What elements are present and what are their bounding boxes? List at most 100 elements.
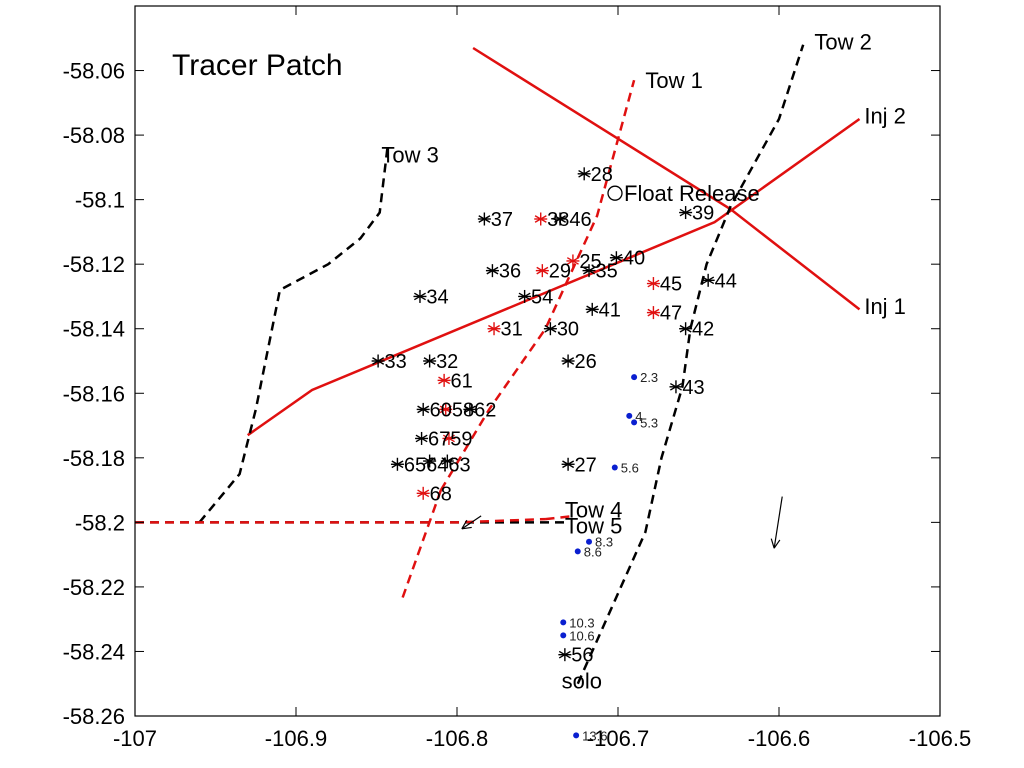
float-point-4 xyxy=(586,538,593,545)
x-tick-label-0: -107 xyxy=(113,726,157,751)
station-marker-56 xyxy=(558,648,572,662)
track-line-segment-3 xyxy=(399,489,443,604)
annotation-solo: solo xyxy=(562,669,602,694)
annotation-inj-2: Inj 2 xyxy=(864,104,906,129)
markers-layer xyxy=(371,167,783,739)
station-label-10: 44 xyxy=(715,270,737,292)
station-label-6: 36 xyxy=(499,261,521,283)
float-point-7 xyxy=(560,632,567,639)
station-marker-47 xyxy=(646,306,660,320)
station-marker-46 xyxy=(553,212,567,226)
station-label-20: 26 xyxy=(575,351,597,373)
track-line-tow-2 xyxy=(576,44,805,685)
float-point-label-7: 10.6 xyxy=(569,628,594,643)
station-label-2: 3846 xyxy=(547,209,592,231)
float-point-8 xyxy=(573,732,580,739)
track-line-tow-3 xyxy=(198,144,390,524)
y-tick-label-2: -58.1 xyxy=(75,188,125,213)
station-label-9: 45 xyxy=(660,274,682,296)
arrow-head-1-0 xyxy=(461,526,472,530)
arrow-shaft-0 xyxy=(773,496,783,549)
station-marker-36 xyxy=(485,264,499,278)
station-label-25: 656463 xyxy=(404,454,471,476)
y-tick-label-7: -58.2 xyxy=(75,510,125,535)
annotation-inj-1: Inj 1 xyxy=(864,294,906,319)
float-point-1 xyxy=(626,412,633,419)
station-label-8: 35 xyxy=(595,261,617,283)
station-label-19: 32 xyxy=(436,351,458,373)
y-tick-label-6: -58.18 xyxy=(63,446,125,471)
float-point-label-3: 5.6 xyxy=(621,461,639,476)
station-label-11: 34 xyxy=(426,286,448,308)
annotation-tow-4: Tow 4 xyxy=(565,497,622,522)
station-marker-43 xyxy=(669,380,683,394)
float-point-6 xyxy=(560,619,567,626)
station-label-16: 30 xyxy=(557,319,579,341)
track-line-segment-4 xyxy=(545,514,575,521)
station-marker-54 xyxy=(518,289,532,303)
station-label-27: 68 xyxy=(430,483,452,505)
float-point-2 xyxy=(631,419,638,426)
station-label-15: 31 xyxy=(500,319,522,341)
float-point-label-2: 5.3 xyxy=(640,415,658,430)
station-marker-38 xyxy=(534,212,548,226)
station-marker-60 xyxy=(416,402,430,416)
station-marker-27 xyxy=(561,457,575,471)
station-marker-59 xyxy=(442,431,456,445)
station-label-14: 47 xyxy=(660,303,682,325)
station-marker-35 xyxy=(582,264,596,278)
station-marker-68 xyxy=(416,486,430,500)
float-release-label: Float Release xyxy=(624,181,760,206)
lines-layer xyxy=(135,44,861,685)
station-marker-25 xyxy=(566,254,580,268)
station-label-12: 54 xyxy=(531,286,553,308)
y-tick-label-8: -58.22 xyxy=(63,575,125,600)
station-marker-45 xyxy=(646,277,660,291)
arrow-head-0-0 xyxy=(773,539,781,549)
track-line-tow-5 xyxy=(135,517,546,524)
plot-frame xyxy=(134,5,941,717)
station-marker-44 xyxy=(701,273,715,287)
arrow-head-1-1 xyxy=(461,519,468,530)
y-tick-label-3: -58.12 xyxy=(63,252,125,277)
station-marker-39 xyxy=(679,206,693,220)
float-point-5 xyxy=(574,548,581,555)
track-line-inj-2 xyxy=(246,117,861,437)
float-point-3 xyxy=(611,464,618,471)
station-marker-32 xyxy=(423,354,437,368)
station-label-28: 56 xyxy=(571,645,593,667)
float-point-0 xyxy=(631,374,638,381)
float-release-marker xyxy=(607,185,623,201)
station-marker-29 xyxy=(535,264,549,278)
x-tick-label-4: -106.6 xyxy=(748,726,810,751)
station-marker-34 xyxy=(413,289,427,303)
annotation-tow-2: Tow 2 xyxy=(814,30,871,55)
float-point-label-5: 8.6 xyxy=(584,544,602,559)
station-marker-58 xyxy=(439,402,453,416)
arrow-shaft-1 xyxy=(461,515,482,530)
station-label-22: 43 xyxy=(682,377,704,399)
annotation-tow-1: Tow 1 xyxy=(645,68,702,93)
y-tick-label-5: -58.16 xyxy=(63,381,125,406)
station-label-17: 42 xyxy=(692,319,714,341)
station-label-3: 39 xyxy=(692,203,714,225)
axes-layer: -107 -106.9 -106.8 -106.7 -106.6 -106.5 -58.06… xyxy=(63,5,971,751)
station-marker-33 xyxy=(371,354,385,368)
y-tick-label-0: -58.06 xyxy=(63,59,125,84)
x-tick-label-3: -106.7 xyxy=(587,726,649,751)
x-tick-label-1: -106.9 xyxy=(265,726,327,751)
float-point-label-0: 2.3 xyxy=(640,370,658,385)
station-marker-62 xyxy=(463,402,477,416)
station-marker-28 xyxy=(577,167,591,181)
y-tick-label-9: -58.24 xyxy=(63,639,125,664)
station-label-18: 33 xyxy=(385,351,407,373)
chart-title: Tracer Patch xyxy=(172,49,343,82)
station-label-21: 61 xyxy=(451,370,473,392)
station-label-1: 37 xyxy=(491,209,513,231)
station-marker-42 xyxy=(679,322,693,336)
station-marker-61 xyxy=(437,373,451,387)
float-point-label-8: 13.6 xyxy=(582,728,607,743)
station-label-0: 28 xyxy=(591,164,613,186)
